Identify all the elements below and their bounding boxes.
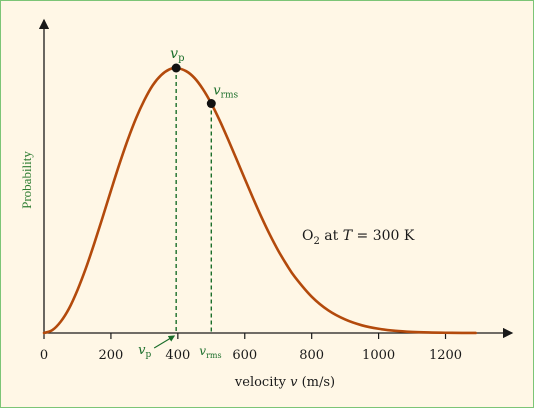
x-ticks: 0 200 400 600 800 1000 1200 — [40, 333, 462, 363]
curve-markers: vp vrms — [170, 46, 238, 109]
x-tick-label: 1200 — [429, 348, 462, 363]
gas-annotation: O2 at T = 300 K — [302, 228, 415, 247]
marker-vrms — [206, 99, 216, 109]
distribution-curve — [42, 66, 477, 335]
axis-marks: vp vrms — [138, 335, 222, 360]
x-tick-label: 800 — [299, 348, 324, 363]
x-tick-label: 0 — [40, 348, 48, 363]
x-tick-label: 200 — [99, 348, 124, 363]
label-vp: vp — [170, 46, 184, 64]
label-vrms-axis: vrms — [199, 344, 221, 360]
marker-vp — [171, 63, 181, 73]
x-axis-label: velocity v (m/s) — [234, 375, 335, 390]
x-tick-label: 600 — [232, 348, 257, 363]
arrow-vp — [153, 335, 176, 349]
reference-lines — [175, 68, 213, 333]
label-vp-axis: vp — [138, 343, 151, 360]
x-tick-label: 400 — [165, 348, 190, 363]
x-tick-label: 1000 — [362, 348, 395, 363]
label-vrms: vrms — [213, 84, 238, 101]
y-axis-label: Probability — [19, 151, 34, 209]
